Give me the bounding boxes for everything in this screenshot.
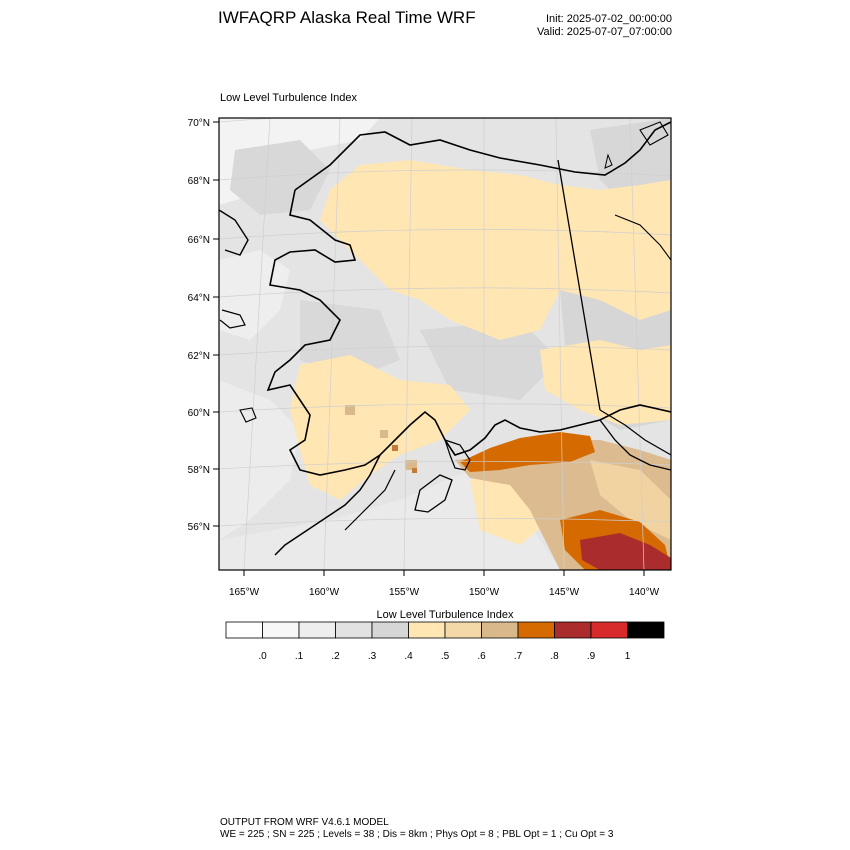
canada-coast [614, 214, 671, 261]
map-frame [218, 117, 672, 571]
colorbar-swatch [298, 621, 336, 639]
colorbar-swatch [262, 621, 300, 639]
turbulence-speck [380, 430, 388, 438]
colorbar-swatch [335, 621, 373, 639]
west-south-coastline [266, 189, 671, 476]
lat-label: 60°N [188, 408, 210, 419]
colorbar-tick-label: .1 [295, 651, 304, 662]
arctic-island [639, 121, 669, 146]
colorbar-labels: .0 .1 .2 .3 .4 .5 .6 .7 .8 .9 1 [258, 651, 630, 662]
turbulence-speck [405, 460, 417, 470]
latitude-labels: 70°N 68°N 66°N 64°N 62°N 60°N 58°N 56°N [188, 118, 210, 533]
colorbar-tick-label: .8 [550, 651, 559, 662]
init-time: Init: 2025-07-02_00:00:00 [546, 13, 672, 25]
alaska-peninsula-coast-south [344, 469, 396, 531]
colorbar-swatch [444, 621, 482, 639]
valid-time: Valid: 2025-07-07_07:00:00 [537, 26, 672, 38]
colorbar-swatch [590, 621, 628, 639]
north-coastline [294, 121, 671, 191]
lat-label: 62°N [188, 351, 210, 362]
nunivak-island [239, 407, 257, 423]
turbulence-0.9-region [580, 533, 671, 570]
colorbar-swatch [225, 621, 263, 639]
turbulence-speck [392, 445, 398, 451]
lat-label: 58°N [188, 465, 210, 476]
colorbar [225, 621, 665, 639]
lon-label: 165°W [229, 587, 260, 598]
longitude-labels: 165°W 160°W 155°W 150°W 145°W 140°W [229, 587, 660, 598]
latitude-ticks [213, 121, 219, 527]
us-canada-border [557, 159, 601, 411]
colorbar-tick-label: .4 [404, 651, 413, 662]
colorbar-tick-label: .7 [514, 651, 523, 662]
turbulence-speck [412, 468, 417, 473]
turbulence-0.5-region-east [540, 340, 671, 425]
map-subtitle: Low Level Turbulence Index [220, 92, 357, 104]
colorbar-swatch [371, 621, 409, 639]
map-plot-area [219, 118, 671, 570]
colorbar-tick-label: .2 [331, 651, 340, 662]
grey-patch [230, 140, 330, 215]
page-title: IWFAQRP Alaska Real Time WRF [218, 8, 476, 27]
us-canada-border-panhandle [599, 409, 671, 456]
lon-label: 145°W [549, 587, 580, 598]
arctic-islet [604, 153, 613, 169]
st-lawrence-island [219, 309, 246, 329]
colorbar-swatch [408, 621, 446, 639]
colorbar-title: Low Level Turbulence Index [376, 609, 514, 621]
lat-label: 70°N [188, 118, 210, 129]
colorbar-swatch [517, 621, 555, 639]
colorbar-tick-label: .3 [368, 651, 377, 662]
colorbar-swatch [627, 621, 665, 639]
graticule [219, 118, 671, 570]
lat-label: 56°N [188, 522, 210, 533]
colorbar-tick-label: .9 [587, 651, 596, 662]
bristol-bay-water [219, 380, 300, 540]
colorbar-swatch [554, 621, 592, 639]
alaska-peninsula-coast [274, 454, 381, 556]
grey-patch [420, 320, 560, 400]
colorbar-swatch [481, 621, 519, 639]
kenai-peninsula [444, 439, 471, 471]
lon-label: 160°W [309, 587, 340, 598]
turbulence-0.6-region [590, 460, 671, 540]
russia-coast [219, 209, 249, 256]
lat-label: 66°N [188, 235, 210, 246]
footer-config-line: WE = 225 ; SN = 225 ; Levels = 38 ; Dis … [220, 829, 614, 840]
colorbar-tick-label: 1 [625, 651, 631, 662]
colorbar-tick-label: .0 [258, 651, 267, 662]
kodiak-island [414, 474, 453, 513]
southeast-coast [599, 419, 671, 471]
lon-label: 155°W [389, 587, 420, 598]
colorbar-tick-label: .6 [477, 651, 486, 662]
footer-model-line: OUTPUT FROM WRF V4.6.1 MODEL [220, 817, 389, 828]
lon-label: 150°W [469, 587, 500, 598]
lon-label: 140°W [629, 587, 660, 598]
colorbar-tick-label: .5 [441, 651, 450, 662]
lat-label: 68°N [188, 176, 210, 187]
turbulence-0.5-region-north [320, 160, 671, 340]
turbulence-speck [345, 405, 355, 415]
longitude-ticks [243, 570, 645, 576]
lat-label: 64°N [188, 293, 210, 304]
